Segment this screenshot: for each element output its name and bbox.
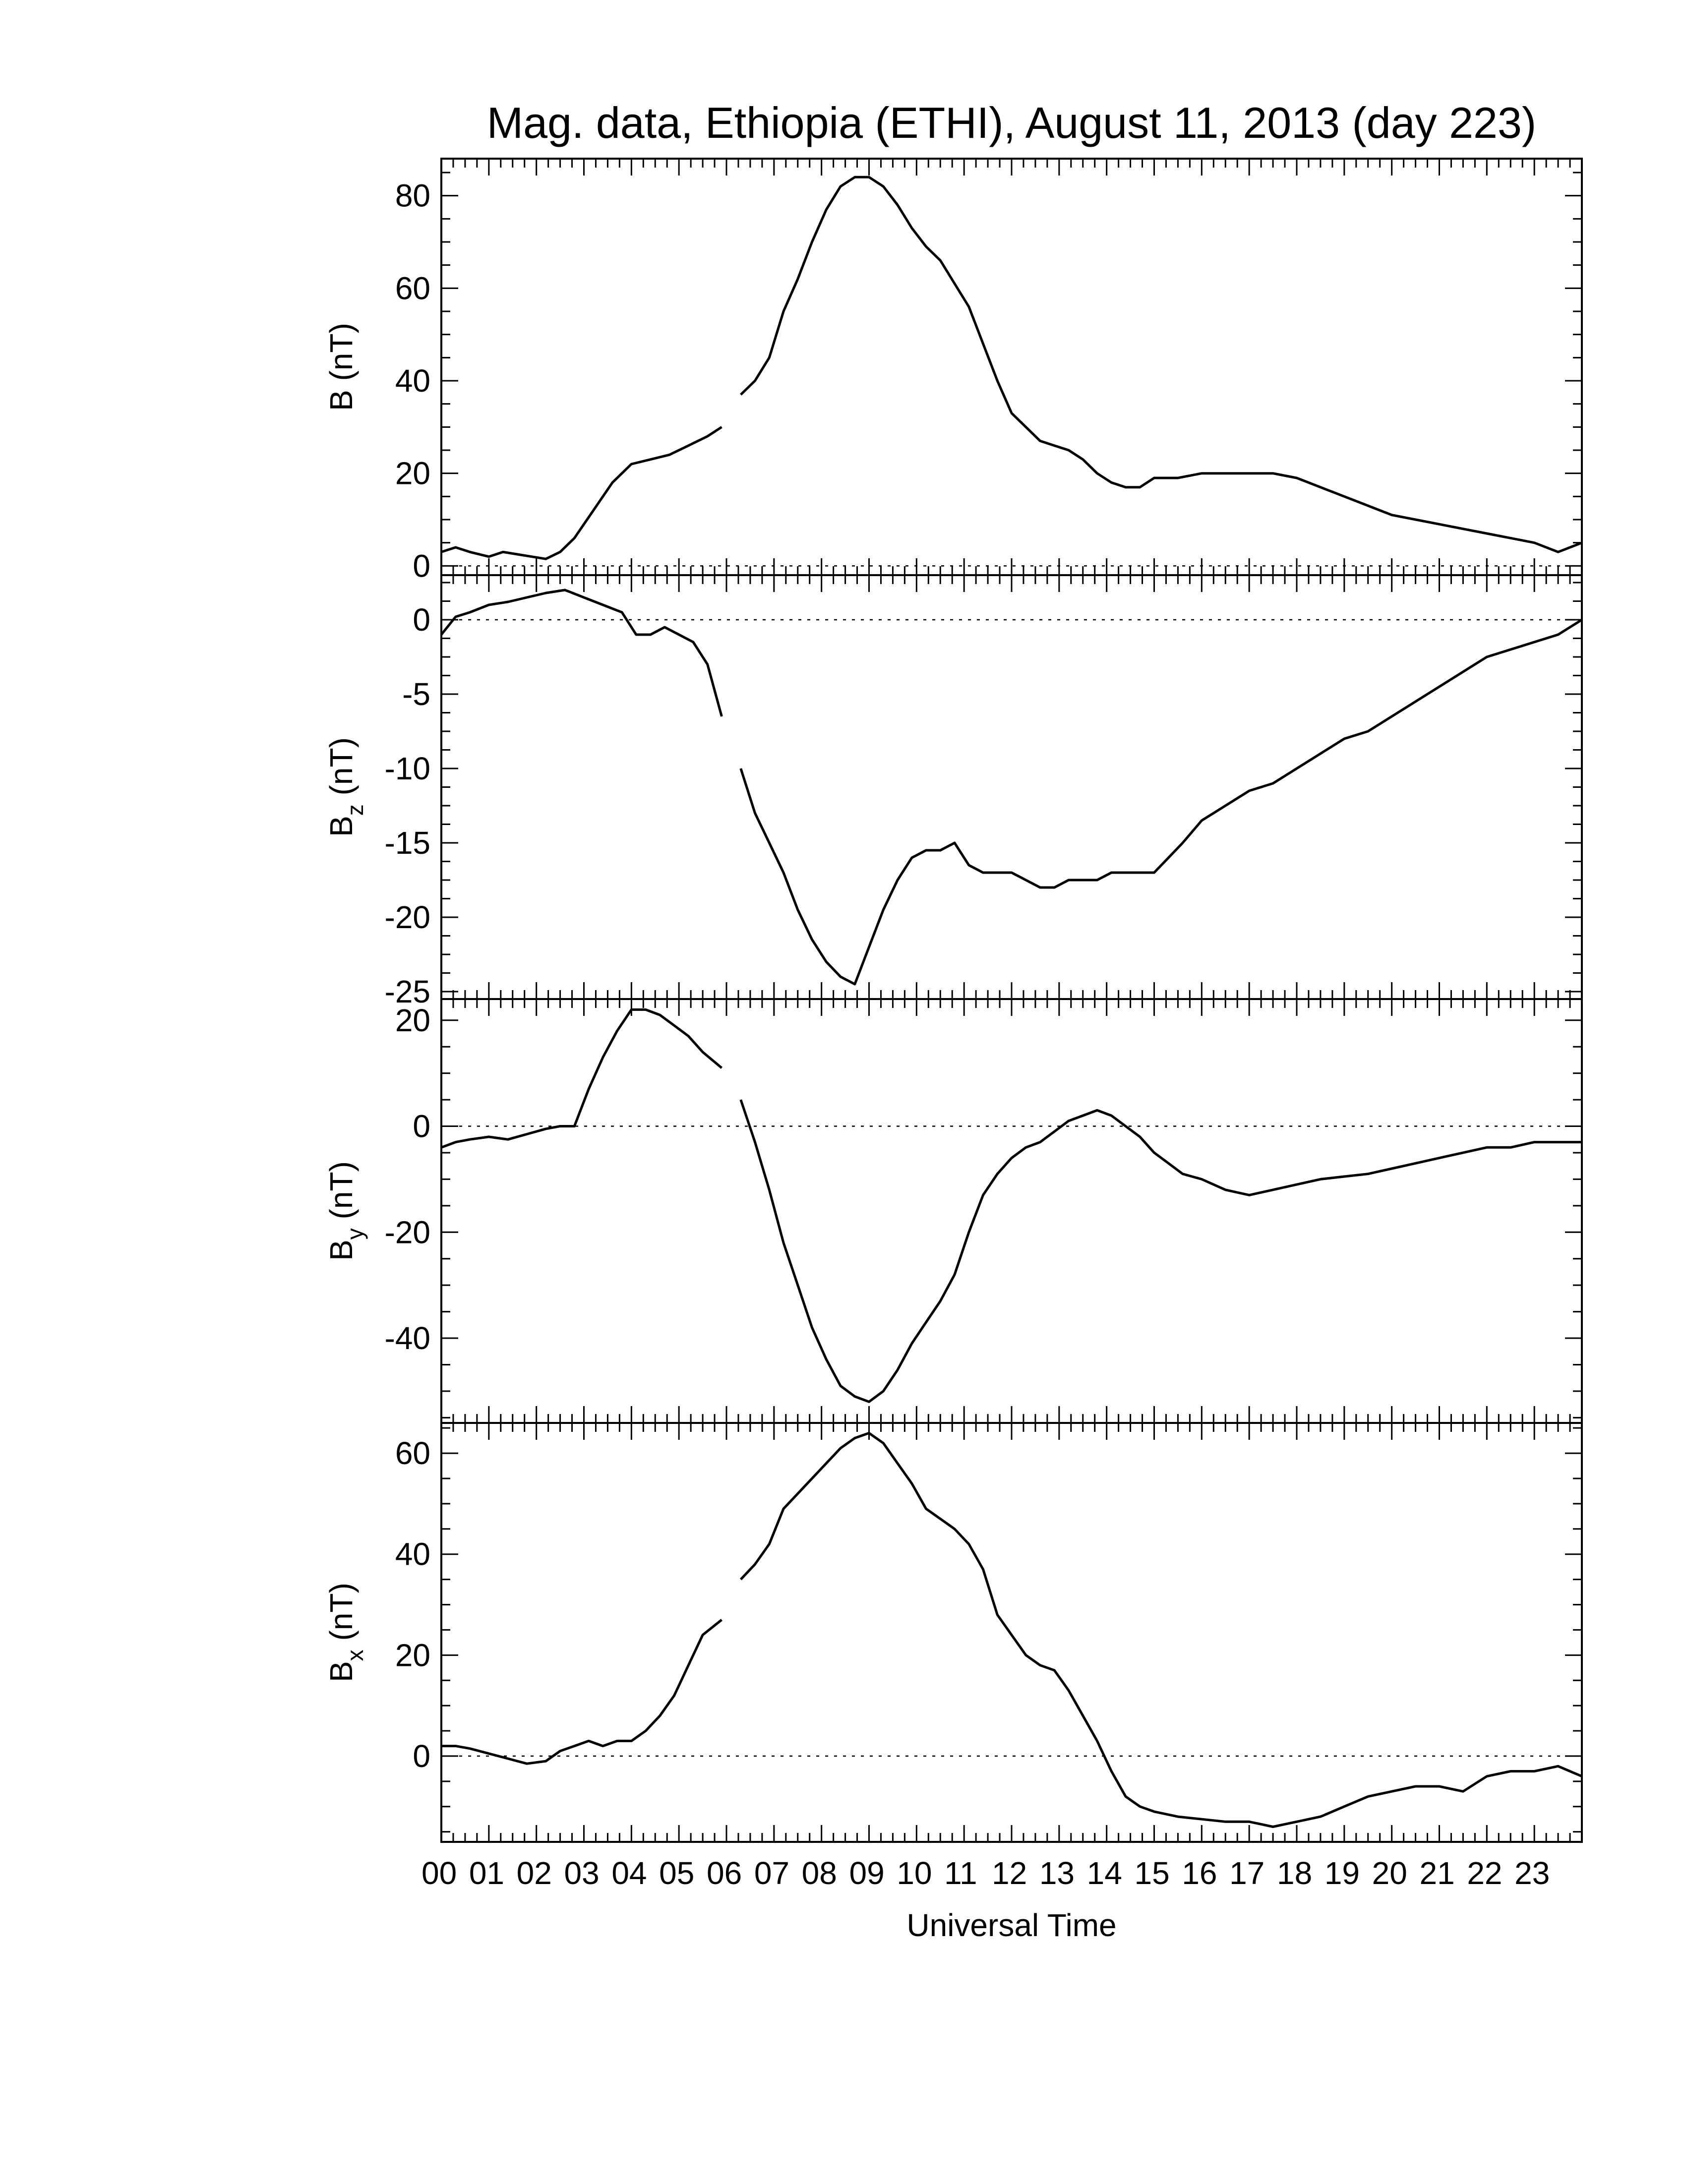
y-tick-label-By: 20 <box>395 1003 430 1038</box>
panel-Bx: 60 40 20 0 Bx (nT) <box>323 1422 1583 1843</box>
series-line-B-0 <box>441 426 723 560</box>
y-axis-label-B: B (nT) <box>323 323 359 411</box>
x-tick-label: 21 <box>1420 1855 1455 1891</box>
y-tick-label-B: 40 <box>395 363 430 399</box>
panel-B: 0 20 40 60 80 B (nT) <box>323 158 1583 584</box>
x-tick-label: 05 <box>659 1855 694 1891</box>
y-tick-label-Bx: 40 <box>395 1536 430 1572</box>
y-tick-label-Bx: 20 <box>395 1637 430 1673</box>
x-axis: 00 01 02 03 04 05 06 07 08 09 10 11 12 13 14 15 16 17 18 19… <box>422 1855 1550 1891</box>
x-tick-label: 16 <box>1182 1855 1217 1891</box>
x-tick-label: 02 <box>517 1855 552 1891</box>
x-tick-label: 15 <box>1135 1855 1170 1891</box>
y-tick-label-By: 0 <box>413 1109 430 1144</box>
x-axis-label: Universal Time <box>906 1907 1116 1943</box>
x-tick-label: 11 <box>944 1855 977 1891</box>
x-tick-label: 01 <box>469 1855 504 1891</box>
x-tick-label: 13 <box>1039 1855 1075 1891</box>
series-line-B-1 <box>740 176 1582 553</box>
panel-frame-B <box>440 158 1583 576</box>
x-tick-label: 10 <box>897 1855 932 1891</box>
x-tick-label: 00 <box>422 1855 457 1891</box>
y-tick-label-Bx: 60 <box>395 1435 430 1471</box>
y-tick-label-B: 0 <box>413 548 430 584</box>
chart-title: Mag. data, Ethiopia (ETHI), August 11, 2… <box>487 98 1536 147</box>
x-tick-label: 12 <box>992 1855 1027 1891</box>
y-tick-label-Bz: -20 <box>385 899 431 935</box>
x-tick-label: 03 <box>564 1855 600 1891</box>
x-tick-label: 19 <box>1325 1855 1360 1891</box>
x-tick-label: 17 <box>1229 1855 1264 1891</box>
panel-Bz: 0 -5 -10 -15 -20 -25 Bz (nT) <box>323 574 1583 1009</box>
x-tick-label: 07 <box>754 1855 789 1891</box>
y-tick-label-B: 60 <box>395 270 430 306</box>
y-tick-label-Bx: 0 <box>413 1738 430 1774</box>
y-tick-label-Bz: -5 <box>402 676 430 712</box>
y-tick-label-Bz: 0 <box>413 602 430 638</box>
x-tick-label: 22 <box>1467 1855 1502 1891</box>
series-line-By-0 <box>441 1008 723 1149</box>
x-tick-label: 09 <box>849 1855 885 1891</box>
panel-frame-Bz <box>440 574 1583 1000</box>
x-tick-label: 18 <box>1277 1855 1312 1891</box>
x-tick-label: 14 <box>1087 1855 1122 1891</box>
x-tick-label: 06 <box>707 1855 742 1891</box>
series-line-Bx-0 <box>441 1619 723 1765</box>
y-tick-label-Bz: -25 <box>385 974 431 1009</box>
series-line-Bz-1 <box>739 618 1583 986</box>
x-tick-label: 08 <box>802 1855 837 1891</box>
x-tick-label: 20 <box>1372 1855 1407 1891</box>
panel-By: 20 0 -20 -40 By (nT) <box>323 998 1583 1424</box>
x-tick-label: 04 <box>611 1855 647 1891</box>
panel-frame-By <box>440 998 1583 1424</box>
series-line-Bz-0 <box>440 589 723 717</box>
panel-frame-Bx <box>440 1422 1583 1843</box>
y-tick-label-Bz: -10 <box>385 751 431 786</box>
y-tick-label-B: 20 <box>395 456 430 491</box>
y-axis-label-Bx: Bx (nT) <box>323 1583 368 1682</box>
y-tick-label-B: 80 <box>395 178 430 214</box>
x-tick-label: 23 <box>1514 1855 1550 1891</box>
y-tick-label-Bz: -15 <box>385 825 431 861</box>
series-line-Bx-1 <box>739 1431 1582 1828</box>
series-line-By-1 <box>739 1099 1582 1403</box>
y-axis-label-By: By (nT) <box>323 1161 368 1261</box>
y-tick-label-By: -40 <box>385 1320 431 1356</box>
y-axis-label-Bz: Bz (nT) <box>323 737 368 837</box>
y-tick-label-By: -20 <box>385 1214 431 1250</box>
